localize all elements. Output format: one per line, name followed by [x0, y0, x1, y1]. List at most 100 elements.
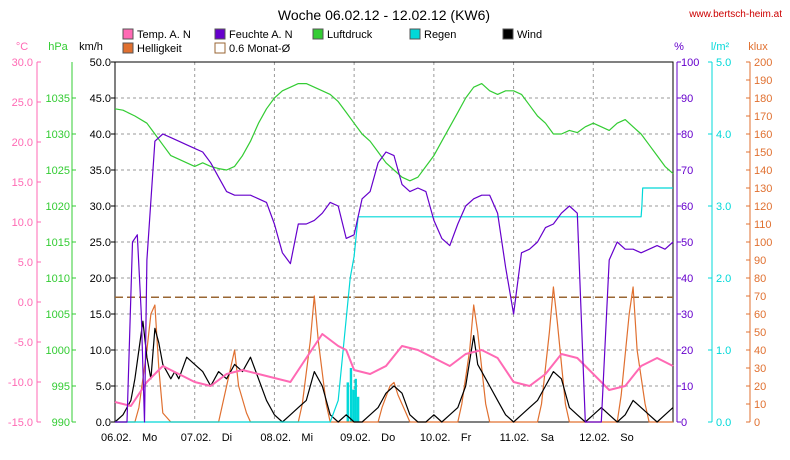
tick-label-light: 90 [754, 255, 766, 267]
tick-label-wind: 15.0 [90, 309, 111, 321]
legend: Temp. A. N Feuchte A. N Luftdruck Regen Wind… [122, 28, 542, 55]
x-tick-day: Do [381, 432, 395, 444]
tick-label-light: 190 [754, 75, 772, 87]
series-press [114, 83, 674, 182]
tick-label-wind: 10.0 [90, 345, 111, 357]
series-hum [115, 133, 674, 423]
tick-label-hum: 90 [681, 93, 693, 105]
tick-label-temp: 15.0 [12, 177, 33, 189]
tick-label-rain: 3.0 [716, 201, 731, 213]
site-link[interactable]: www.bertsch-heim.at [688, 9, 782, 20]
unit-rain: l/m² [711, 41, 730, 53]
tick-label-hum: 60 [681, 201, 693, 213]
legend-swatch-wind [502, 28, 514, 40]
tick-label-wind: 0.0 [96, 417, 111, 429]
tick-label-light: 170 [754, 111, 772, 123]
legend-swatch-hum [214, 28, 226, 40]
tick-label-hum: 30 [681, 309, 693, 321]
legend-label-temp: Temp. A. N [137, 29, 191, 41]
legend-label-light: Helligkeit [137, 43, 182, 55]
tick-label-wind: 20.0 [90, 273, 111, 285]
tick-label-light: 110 [754, 219, 772, 231]
tick-label-hum: 0 [681, 417, 687, 429]
tick-label-temp: 5.0 [18, 257, 33, 269]
unit-press: hPa [48, 41, 68, 53]
legend-swatch-press [312, 28, 324, 40]
rain-bar [352, 389, 355, 422]
unit-temp: °C [16, 41, 28, 53]
unit-wind: km/h [79, 41, 103, 53]
tick-label-press: 1020 [46, 201, 70, 213]
x-tick-date: 10.02. [420, 432, 451, 444]
tick-label-light: 100 [754, 237, 772, 249]
chart-title: Woche 06.02.12 - 12.02.12 (KW6) [278, 7, 490, 23]
rain-bar [349, 368, 353, 422]
legend-label-avg: 0.6 Monat-Ø [229, 43, 291, 55]
legend-swatch-temp [122, 28, 134, 40]
tick-label-temp: -5.0 [14, 337, 33, 349]
series-layer [114, 83, 674, 423]
tick-label-light: 40 [754, 345, 766, 357]
tick-label-temp: 10.0 [12, 217, 33, 229]
tick-label-press: 1015 [46, 237, 70, 249]
tick-label-hum: 10 [681, 381, 693, 393]
x-tick-date: 09.02. [340, 432, 371, 444]
axis-units: °C hPa km/h% l/m² klux [16, 41, 768, 53]
tick-label-rain: 2.0 [716, 273, 731, 285]
tick-label-hum: 50 [681, 237, 693, 249]
tick-label-light: 30 [754, 363, 766, 375]
tick-label-light: 160 [754, 129, 772, 141]
tick-label-press: 1035 [46, 93, 70, 105]
tick-label-wind: 35.0 [90, 165, 111, 177]
series-wind [114, 320, 674, 423]
tick-label-light: 180 [754, 93, 772, 105]
legend-label-wind: Wind [517, 29, 542, 41]
tick-label-light: 10 [754, 399, 766, 411]
x-tick-day: Di [222, 432, 232, 444]
legend-label-rain: Regen [424, 29, 456, 41]
rain-bar [354, 378, 357, 422]
tick-label-press: 990 [52, 417, 70, 429]
tick-label-light: 60 [754, 309, 766, 321]
tick-label-light: 130 [754, 183, 772, 195]
tick-label-temp: 20.0 [12, 137, 33, 149]
tick-label-hum: 20 [681, 345, 693, 357]
tick-label-temp: -10.0 [8, 377, 33, 389]
tick-label-light: 20 [754, 381, 766, 393]
tick-label-light: 150 [754, 147, 772, 159]
tick-label-light: 70 [754, 291, 766, 303]
tick-label-hum: 80 [681, 129, 693, 141]
tick-label-press: 1010 [46, 273, 70, 285]
tick-label-wind: 40.0 [90, 129, 111, 141]
tick-label-wind: 50.0 [90, 57, 111, 69]
x-tick-day: Fr [461, 432, 472, 444]
tick-label-rain: 5.0 [716, 57, 731, 69]
tick-label-light: 200 [754, 57, 772, 69]
tick-label-wind: 25.0 [90, 237, 111, 249]
tick-label-rain: 1.0 [716, 345, 731, 357]
x-axis-labels: 06.02. Mo 07.02. Di 08.02. Mi 09.02. Do 10.02. Fr… [101, 432, 634, 444]
tick-label-temp: -15.0 [8, 417, 33, 429]
rain-bar [346, 382, 349, 422]
tick-label-rain: 0.0 [716, 417, 731, 429]
tick-label-hum: 100 [681, 57, 699, 69]
axes: 30.0 25.0 20.0 15.0 10.0 5.0 0.0 -5.0 -10.0 -15.0… [8, 57, 772, 429]
tick-label-press: 1000 [46, 345, 70, 357]
x-tick-date: 07.02. [181, 432, 212, 444]
tick-label-press: 995 [52, 381, 70, 393]
tick-label-light: 120 [754, 201, 772, 213]
tick-label-light: 0 [754, 417, 760, 429]
unit-hum: % [674, 41, 684, 53]
tick-label-press: 1030 [46, 129, 70, 141]
tick-label-light: 140 [754, 165, 772, 177]
tick-label-wind: 45.0 [90, 93, 111, 105]
tick-label-wind: 5.0 [96, 381, 111, 393]
legend-swatch-avg [214, 42, 226, 54]
tick-label-temp: 30.0 [12, 57, 33, 69]
tick-label-press: 1025 [46, 165, 70, 177]
x-tick-date: 06.02. [101, 432, 132, 444]
x-tick-date: 11.02. [500, 432, 530, 444]
x-tick-date: 12.02. [579, 432, 610, 444]
tick-label-light: 80 [754, 273, 766, 285]
